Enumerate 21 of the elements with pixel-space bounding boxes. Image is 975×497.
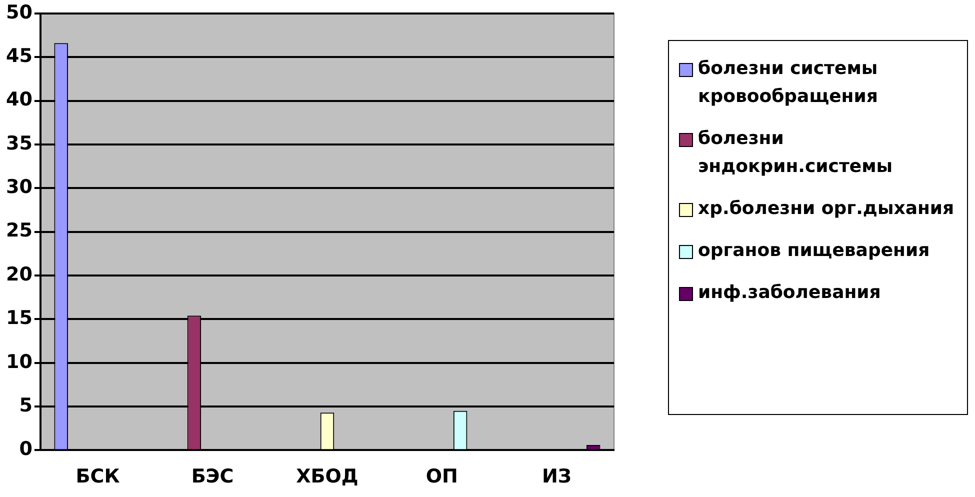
- legend-label: органов пищеварения: [698, 239, 930, 263]
- y-tick-label: 5: [19, 394, 32, 416]
- x-tick-label: ОП: [426, 466, 458, 488]
- x-tick-label: БСК: [76, 466, 120, 488]
- y-tick-label: 45: [6, 45, 32, 68]
- legend-label: болезни эндокрин.системы: [698, 127, 894, 179]
- y-tick-label: 20: [6, 263, 32, 286]
- legend-label: хр.болезни орг.дыхания: [698, 197, 954, 221]
- y-tick-label: 50: [6, 1, 32, 24]
- x-tick-label: ИЗ: [542, 466, 572, 488]
- legend-label: болезни системы кровообращения: [698, 57, 879, 109]
- y-tick-label: 35: [6, 132, 32, 154]
- x-tick-label: БЭС: [191, 466, 234, 488]
- y-tick-label: 30: [6, 176, 32, 198]
- y-tick-label: 25: [6, 220, 32, 242]
- x-tick-label: ХБОД: [296, 466, 358, 488]
- y-tick-label: 40: [6, 88, 32, 111]
- y-tick-label: 0: [19, 438, 32, 460]
- y-tick-label: 15: [6, 307, 32, 330]
- legend-label: инф.заболевания: [698, 281, 881, 305]
- y-tick-label: 10: [6, 350, 32, 373]
